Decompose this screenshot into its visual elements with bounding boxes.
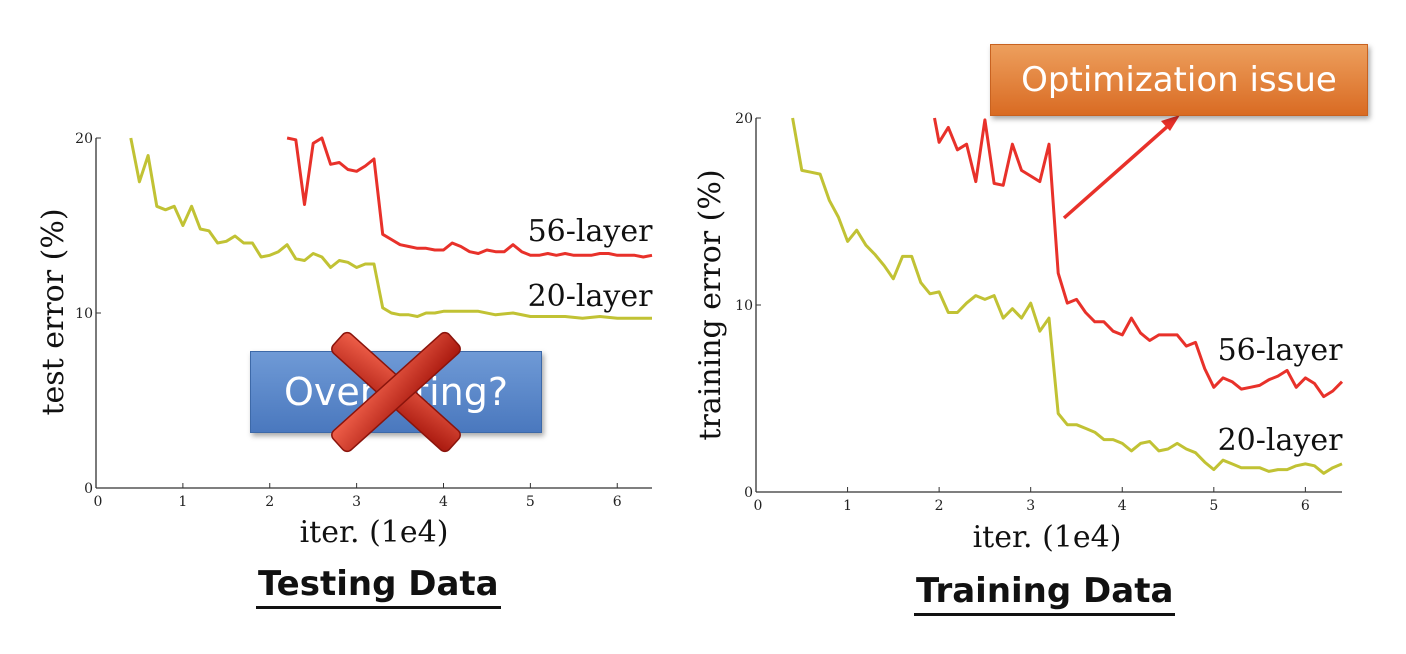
train-x-tick-label: 0: [754, 498, 763, 514]
test-x-tick-label: 2: [265, 494, 274, 510]
train-series-56-layer: [933, 117, 1344, 399]
test-y-tick-label: 20: [75, 131, 93, 147]
test-annotation-56-layer: 56-layer: [528, 214, 653, 249]
train-y-axis-label: training error (%): [693, 169, 728, 440]
test-series-56-layer: [286, 136, 653, 259]
train-annotation-20-layer: 20-layer: [1218, 423, 1343, 458]
test-x-axis-label: iter. (1e4): [300, 515, 449, 550]
testing-data-caption: Testing Data: [256, 564, 501, 609]
test-series-20-layer: [129, 137, 652, 320]
train-x-tick-label: 2: [935, 498, 944, 514]
train-y-tick-label: 20: [735, 111, 753, 127]
train-y-tick-label: 0: [744, 485, 753, 501]
test-x-tick-label: 1: [178, 494, 187, 510]
training-error-chart: 0 1 2 3 4 5 6 0 10 20 56-layer 20-layer iter. (1e…: [693, 111, 1343, 555]
cross-mark-icon: [331, 331, 461, 453]
test-y-axis-label: test error (%): [36, 208, 71, 415]
test-x-tick-label: 0: [94, 494, 103, 510]
test-x-tick-label: 6: [613, 494, 622, 510]
train-annotation-56-layer: 56-layer: [1218, 333, 1343, 368]
train-series-20-layer: [791, 117, 1343, 475]
train-y-tick-label: 10: [735, 298, 753, 314]
train-x-tick-label: 3: [1026, 498, 1035, 514]
training-data-caption: Training Data: [914, 571, 1176, 616]
test-y-tick-label: 0: [84, 481, 93, 497]
optimization-arrow: [1062, 115, 1180, 220]
test-error-chart: 0 1 2 3 4 5 6 0 10 20 56-layer 20-layer iter. (1e…: [36, 131, 653, 550]
train-x-axis-label: iter. (1e4): [973, 520, 1122, 555]
test-x-tick-label: 4: [439, 494, 448, 510]
train-x-tick-label: 6: [1301, 498, 1310, 514]
test-x-tick-label: 5: [526, 494, 535, 510]
train-x-tick-label: 5: [1209, 498, 1218, 514]
test-y-tick-label: 10: [75, 306, 93, 322]
optimization-issue-box: Optimization issue: [990, 44, 1368, 116]
test-x-tick-label: 3: [352, 494, 361, 510]
train-x-tick-label: 1: [843, 498, 852, 514]
train-x-tick-label: 4: [1118, 498, 1127, 514]
test-annotation-20-layer: 20-layer: [528, 279, 653, 314]
